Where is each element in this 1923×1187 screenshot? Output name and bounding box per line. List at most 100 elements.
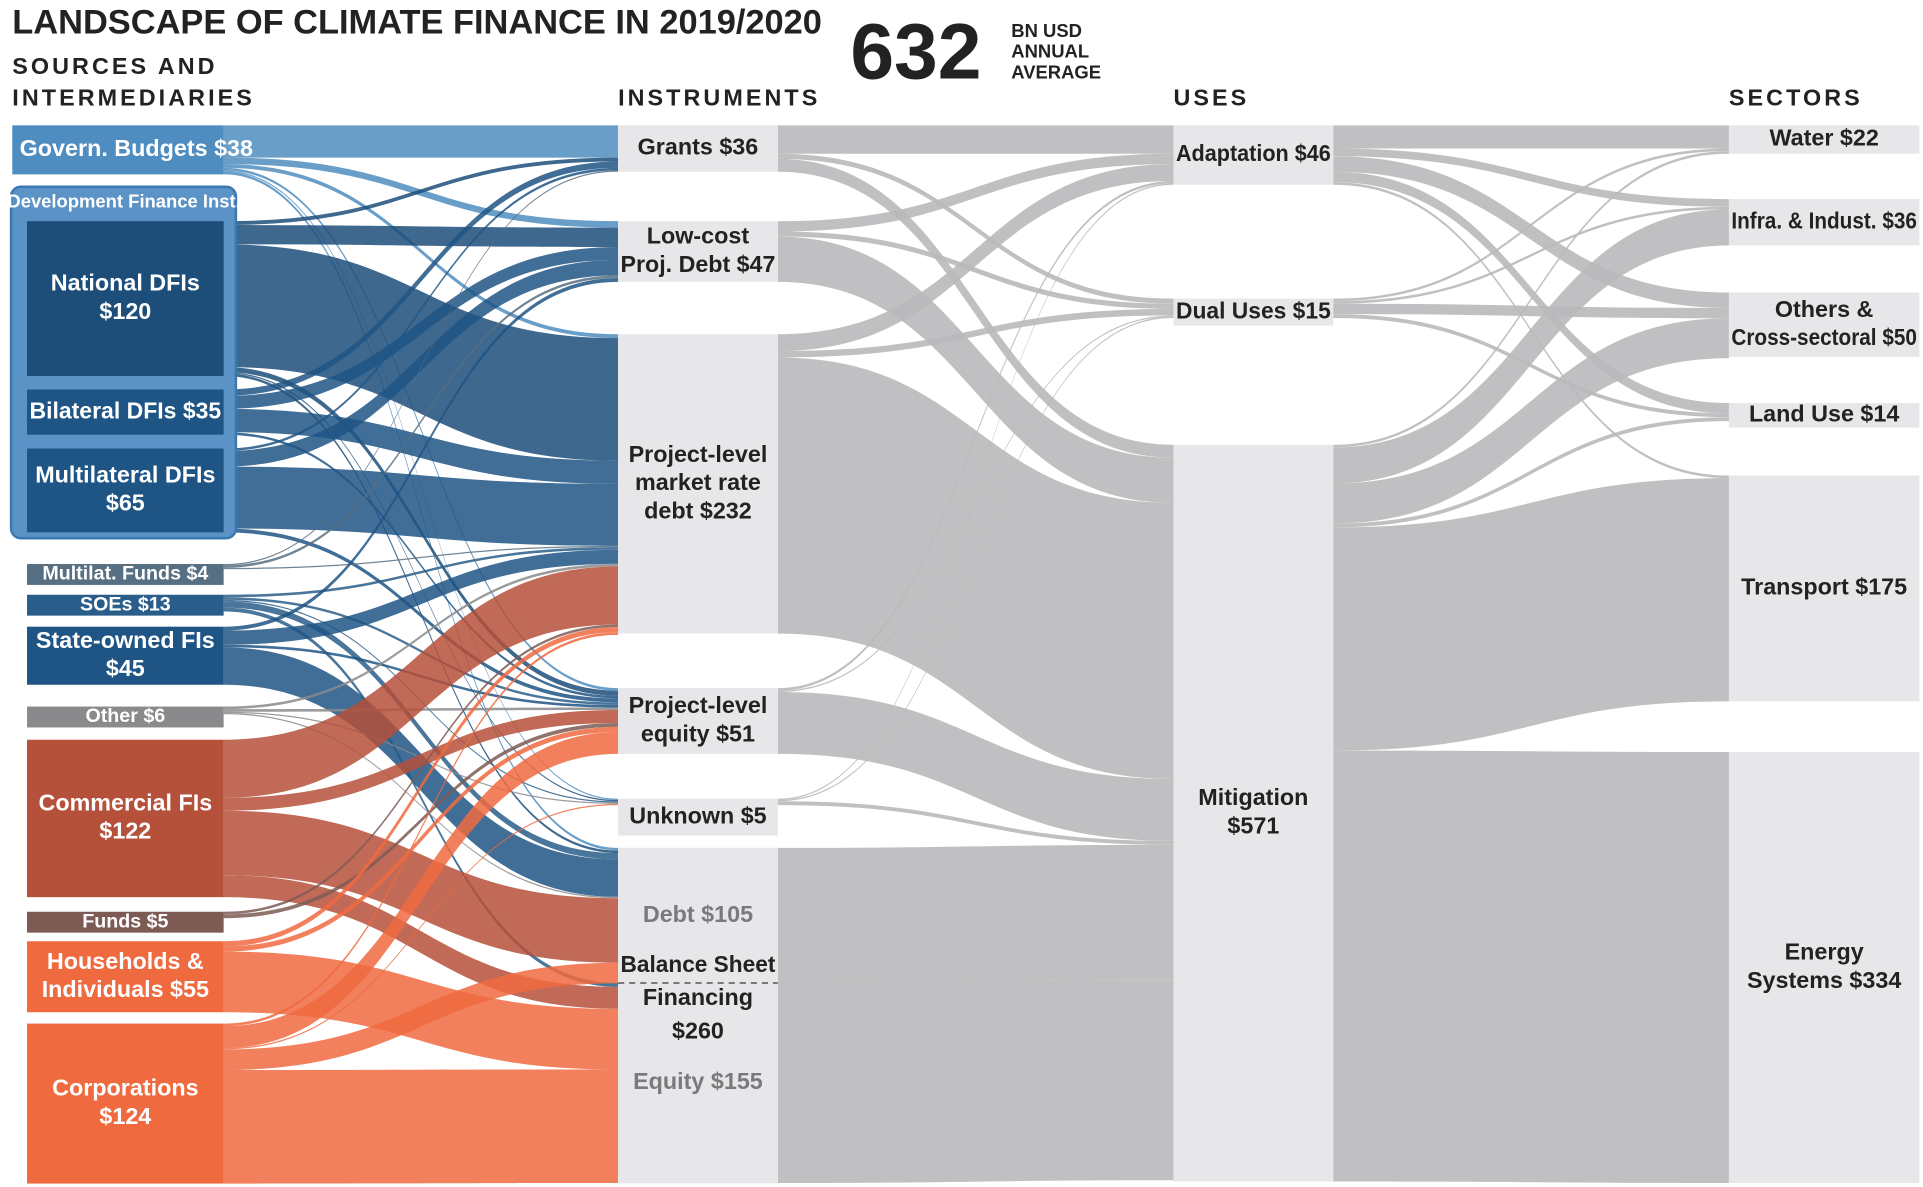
flow-link: [777, 308, 1174, 358]
node: [618, 334, 778, 634]
flow-link: [777, 844, 1174, 984]
flow-link: [1333, 125, 1729, 149]
flow-link: [223, 528, 619, 703]
flow-link: [223, 563, 619, 710]
flow-link: [1333, 318, 1729, 524]
flow-link: [1333, 151, 1729, 448]
node: [1728, 292, 1920, 357]
column-header: INSTRUMENTS: [618, 85, 820, 111]
nodes: Development Finance Inst. Govern. Budgets…: [7, 125, 1920, 1184]
group-label: Balance Sheet: [621, 951, 776, 977]
node-label: Govern. Budgets $38: [20, 135, 253, 161]
flow-link: [777, 236, 1174, 503]
column-header: SECTORS: [1729, 85, 1863, 111]
node: [27, 221, 224, 377]
flow-link: [777, 315, 1174, 692]
node-label: Households &: [47, 948, 204, 974]
flow-link: [223, 372, 619, 802]
flow-link: [223, 373, 619, 854]
flow-link: [1333, 209, 1729, 484]
flow-link: [777, 158, 1174, 458]
group-label: $260: [672, 1017, 724, 1043]
node-label: Dual Uses $15: [1176, 297, 1331, 323]
flow-link: [223, 726, 619, 952]
flow-link: [777, 691, 1174, 841]
flow-link: [223, 277, 619, 631]
node-label: $122: [99, 818, 151, 844]
flow-link: [223, 713, 619, 899]
node-label: $45: [106, 655, 145, 681]
node-label: National DFIs: [51, 270, 200, 296]
node-label: Energy: [1785, 939, 1864, 965]
chart-title: LANDSCAPE OF CLIMATE FINANCE IN 2019/202…: [12, 4, 822, 42]
flow-link: [223, 244, 619, 461]
links: [223, 125, 1729, 1184]
node: [27, 626, 224, 685]
node: [12, 125, 224, 175]
total-unit: BN USD: [1011, 20, 1082, 41]
flow-link: [1333, 206, 1729, 304]
node-label: $124: [99, 1103, 151, 1129]
flow-link: [777, 231, 1174, 309]
flow-link: [223, 164, 619, 339]
flow-link: [777, 180, 1174, 691]
node: [1728, 475, 1920, 702]
node-label: $65: [106, 490, 145, 516]
flow-link: [1333, 148, 1729, 302]
node-label: Project-level: [629, 692, 768, 718]
flow-link: [777, 316, 1174, 802]
node-label: $120: [99, 298, 151, 324]
flow-link: [1333, 478, 1729, 751]
node-label: Debt $105: [643, 901, 753, 927]
node: [27, 941, 224, 1013]
node-label: Cross-sectoral $50: [1731, 324, 1917, 350]
flow-link: [223, 246, 619, 409]
flow-link: [777, 125, 1174, 154]
flow-link: [223, 225, 619, 247]
node-label: State-owned FIs: [36, 627, 215, 653]
flow-link: [223, 157, 619, 226]
node: [27, 389, 224, 435]
flow-link: [1333, 303, 1729, 319]
flow-link: [223, 547, 619, 598]
node-label: Individuals $55: [42, 976, 209, 1002]
flow-link: [223, 601, 619, 860]
flow-link: [777, 801, 1174, 845]
flow-link: [223, 259, 619, 467]
flow-link: [777, 164, 1174, 352]
node-label: Unknown $5: [629, 802, 766, 828]
node-label: Mitigation: [1198, 784, 1308, 810]
node: [1173, 298, 1334, 326]
node-label: market rate: [635, 469, 761, 495]
node: [618, 221, 778, 282]
flow-link: [223, 607, 619, 987]
total-unit: AVERAGE: [1011, 62, 1101, 83]
node-label: $571: [1227, 812, 1279, 838]
flow-link: [223, 167, 619, 691]
node-label: Other $6: [85, 705, 165, 727]
node: [618, 125, 778, 172]
node-label: debt $232: [644, 497, 752, 523]
node: [27, 1023, 224, 1184]
flow-link: [1333, 314, 1729, 418]
node: [618, 847, 778, 984]
node: [618, 983, 778, 1184]
chart-body: LANDSCAPE OF CLIMATE FINANCE IN 2019/202…: [7, 4, 1920, 1184]
column-header: SOURCES AND: [12, 53, 217, 79]
flow-link: [223, 466, 619, 546]
flow-link: [1333, 171, 1729, 414]
node: [27, 594, 224, 616]
column-header: USES: [1174, 85, 1250, 111]
group-label: Financing: [643, 984, 753, 1010]
node-label: Others &: [1775, 296, 1874, 322]
node: [1728, 403, 1920, 428]
node-label: Adaptation $46: [1176, 140, 1331, 166]
flow-link: [223, 170, 619, 566]
node: [27, 739, 224, 898]
flow-link: [1333, 750, 1729, 1183]
flow-link: [223, 627, 619, 947]
node-label: Commercial FIs: [38, 789, 212, 815]
flow-link: [777, 357, 1174, 779]
node: [27, 911, 224, 933]
